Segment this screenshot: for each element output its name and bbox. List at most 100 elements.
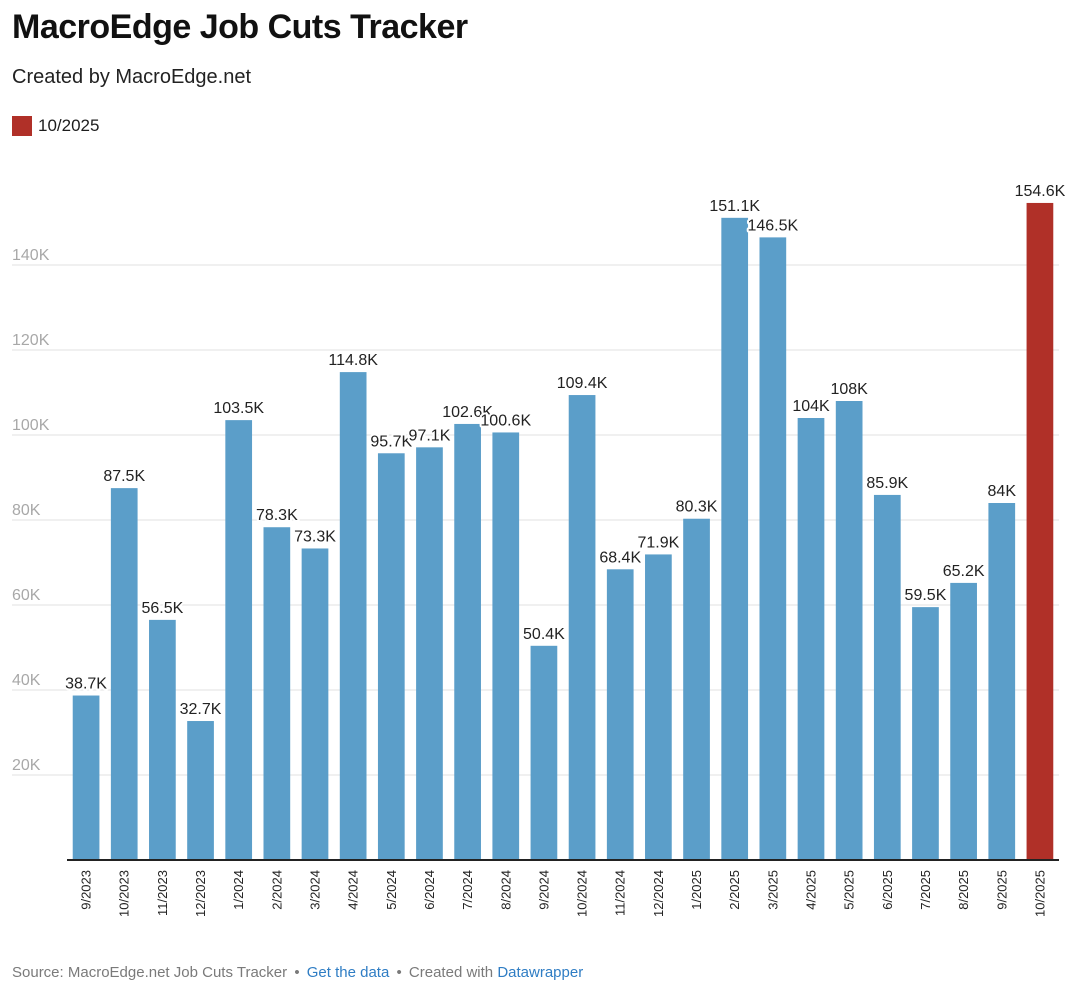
- bar-5-2024: [377, 453, 405, 860]
- data-label: 109.4K: [557, 375, 608, 392]
- created-with-text: Created with: [408, 964, 494, 981]
- bar-1-2025: [683, 518, 710, 860]
- x-tick-label: 5/2024: [384, 870, 399, 910]
- x-tick-label: 3/2024: [308, 870, 323, 910]
- legend-swatch: [12, 116, 32, 136]
- data-label: 146.5K: [747, 217, 798, 234]
- bar-1-2024: [225, 420, 253, 860]
- legend-label: 10/2025: [38, 116, 100, 135]
- data-label: 114.8K: [328, 352, 378, 369]
- y-tick-label: 20K: [12, 757, 41, 774]
- bar-10-2024: [568, 395, 596, 860]
- bar-7-2025: [912, 607, 939, 860]
- x-tick-label: 4/2025: [804, 870, 819, 910]
- data-label: 80.3K: [676, 499, 718, 516]
- x-tick-label: 6/2025: [880, 870, 895, 910]
- x-tick-label: 12/2023: [193, 870, 208, 917]
- x-tick-label: 1/2024: [231, 870, 246, 910]
- data-label: 73.3K: [294, 528, 336, 545]
- x-axis-ticks: 9/2023 10/2023 11/2023 12/2023 1/2024 2/2024 3…: [79, 870, 1048, 917]
- x-tick-label: 1/2025: [689, 870, 704, 910]
- x-tick-label: 10/2023: [117, 870, 132, 917]
- bar-9-2024: [530, 645, 558, 860]
- data-label: 154.6K: [1015, 183, 1066, 200]
- footer-separator: •: [294, 964, 300, 981]
- bar-6-2024: [416, 447, 443, 860]
- x-tick-label: 11/2023: [155, 870, 170, 916]
- data-label: 87.5K: [103, 468, 145, 485]
- y-tick-label: 40K: [12, 672, 41, 689]
- data-label: 78.3K: [256, 507, 298, 524]
- bar-chart: 20K 40K 60K 80K 100K 120K 140K 9/2023 10/2023 11…: [12, 181, 1068, 917]
- data-label: 103.5K: [213, 400, 264, 417]
- x-tick-label: 9/2023: [79, 870, 94, 910]
- x-tick-label: 9/2024: [536, 870, 551, 910]
- data-label: 38.7K: [65, 676, 107, 693]
- bar-12-2024: [645, 554, 672, 860]
- y-tick-label: 80K: [12, 502, 41, 519]
- data-label: 32.7K: [180, 701, 222, 718]
- data-label: 95.7K: [370, 433, 412, 450]
- source-text: Source: MacroEdge.net Job Cuts Tracker: [12, 964, 288, 981]
- x-tick-label: 8/2025: [956, 870, 971, 910]
- bars: [72, 202, 1054, 860]
- x-tick-label: 11/2024: [613, 870, 628, 916]
- bar-8-2025: [950, 582, 977, 860]
- data-label: 100.6K: [480, 412, 531, 429]
- legend: 10/2025: [12, 116, 99, 136]
- x-tick-label: 5/2025: [842, 870, 857, 910]
- bar-10-2025: [1026, 202, 1054, 860]
- data-label: 59.5K: [905, 587, 947, 604]
- x-tick-label: 8/2024: [498, 870, 513, 910]
- bar-5-2025: [835, 401, 863, 860]
- footer: Source: MacroEdge.net Job Cuts Tracker •…: [12, 964, 583, 981]
- data-label: 50.4K: [523, 626, 565, 643]
- bar-11-2024: [606, 569, 634, 860]
- bar-12-2023: [187, 721, 214, 860]
- x-tick-label: 7/2025: [918, 870, 933, 910]
- data-label: 104K: [792, 398, 830, 415]
- y-tick-label: 140K: [12, 247, 50, 264]
- data-label: 151.1K: [709, 198, 760, 215]
- footer-separator: •: [396, 964, 402, 981]
- x-tick-label: 9/2025: [994, 870, 1009, 910]
- y-axis-ticks: 20K 40K 60K 80K 100K 120K 140K: [12, 247, 50, 774]
- bar-2-2024: [263, 527, 291, 860]
- x-tick-label: 10/2025: [1032, 870, 1047, 917]
- data-label: 65.2K: [943, 563, 985, 580]
- data-label: 56.5K: [141, 600, 183, 617]
- chart-subtitle: Created by MacroEdge.net: [12, 66, 252, 88]
- bar-11-2023: [149, 619, 176, 860]
- x-tick-label: 2/2025: [727, 870, 742, 910]
- y-tick-label: 60K: [12, 587, 41, 604]
- data-label: 108K: [830, 381, 868, 398]
- y-tick-label: 120K: [12, 332, 50, 349]
- get-data-link[interactable]: Get the data: [306, 964, 390, 981]
- data-label: 71.9K: [637, 534, 679, 551]
- x-tick-label: 10/2024: [575, 870, 590, 917]
- bar-6-2025: [873, 494, 901, 860]
- bar-4-2024: [339, 372, 367, 860]
- data-label: 68.4K: [599, 549, 641, 566]
- x-tick-label: 3/2025: [765, 870, 780, 910]
- x-tick-label: 6/2024: [422, 870, 437, 910]
- data-label: 102.6K: [442, 404, 493, 421]
- bar-2-2025: [721, 217, 749, 860]
- bar-9-2025: [988, 503, 1016, 860]
- bar-3-2024: [301, 548, 329, 860]
- bar-3-2025: [759, 237, 787, 860]
- datawrapper-link[interactable]: Datawrapper: [497, 964, 584, 981]
- bar-7-2024: [454, 423, 481, 860]
- chart-title: MacroEdge Job Cuts Tracker: [12, 8, 468, 46]
- x-tick-label: 12/2024: [651, 870, 666, 917]
- x-tick-label: 7/2024: [460, 870, 475, 910]
- y-tick-label: 100K: [12, 417, 50, 434]
- bar-8-2024: [492, 432, 520, 860]
- bar-9-2023: [72, 695, 100, 860]
- data-label: 85.9K: [866, 475, 908, 492]
- bar-10-2023: [110, 488, 138, 860]
- x-tick-label: 2/2024: [269, 870, 284, 910]
- data-label: 84K: [988, 483, 1017, 500]
- bar-4-2025: [797, 418, 825, 860]
- data-label: 97.1K: [409, 427, 451, 444]
